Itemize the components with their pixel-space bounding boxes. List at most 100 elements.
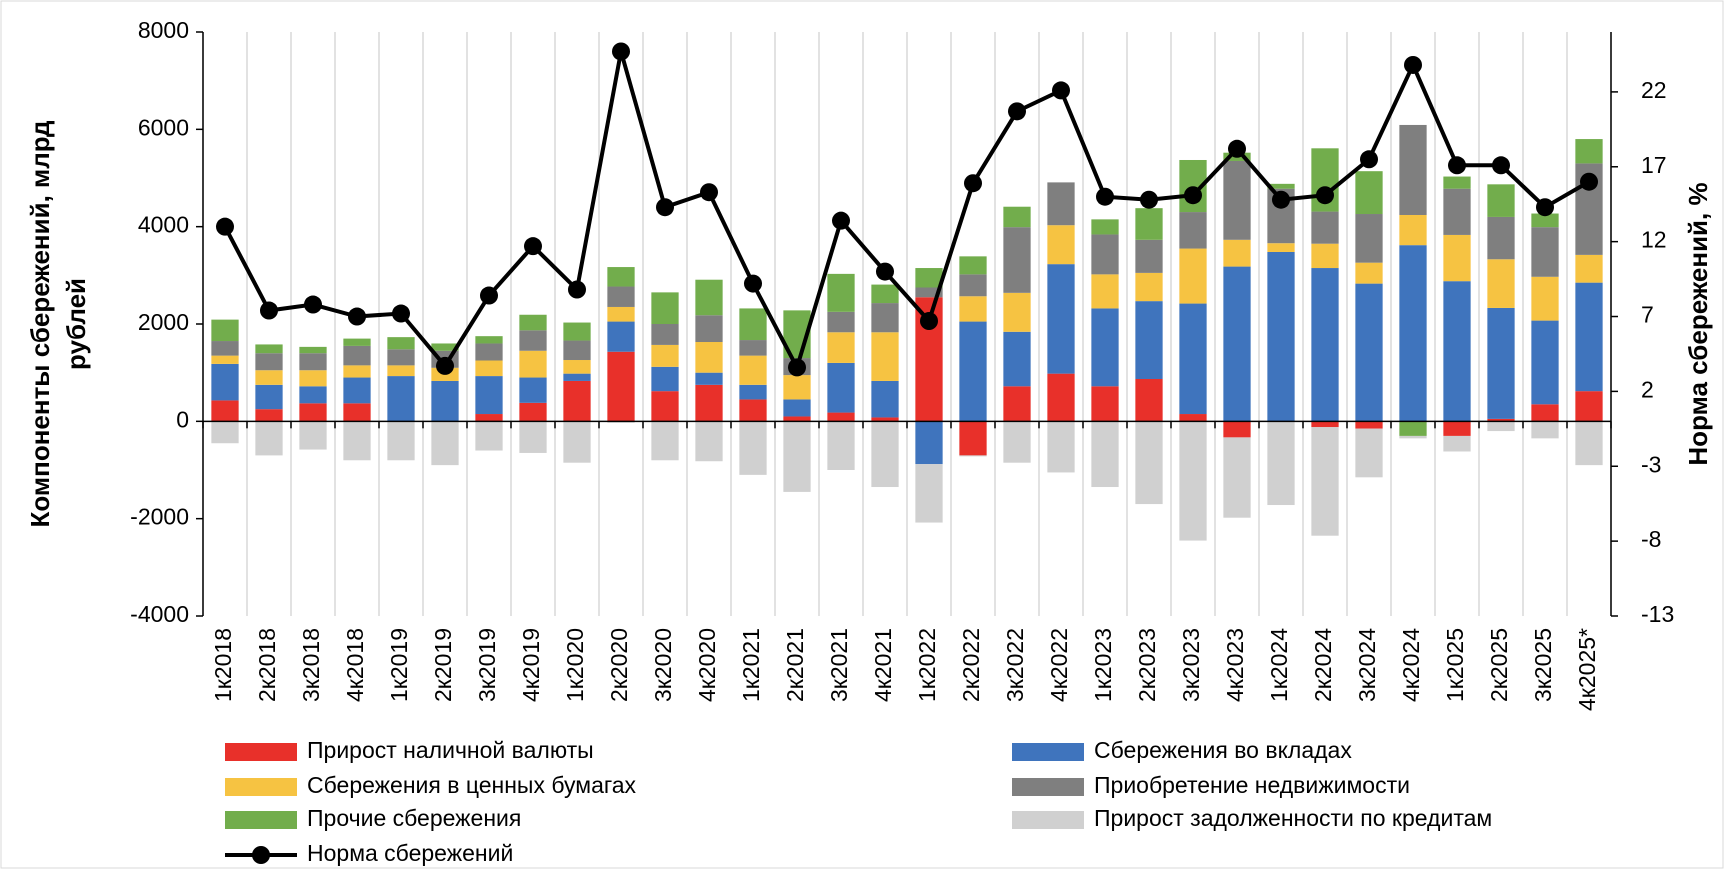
bar-segment [1091, 386, 1119, 422]
bar-segment [1399, 124, 1427, 215]
x-tick-label: 1к2020 [562, 628, 588, 702]
x-tick-label: 3к2022 [1002, 628, 1028, 702]
bar-segment [211, 319, 239, 342]
x-tick-label: 1к2021 [738, 628, 764, 702]
bar-segment [343, 365, 371, 378]
bar-segment [1179, 303, 1207, 415]
bar-segment [519, 330, 547, 351]
line-marker [260, 301, 278, 320]
bar-segment [1355, 262, 1383, 284]
x-tick-label: 1к2025 [1442, 628, 1468, 702]
line-marker [656, 198, 674, 217]
line-marker [612, 42, 630, 61]
bar-segment [871, 417, 899, 422]
bar-segment [739, 308, 767, 341]
bar-segment [1399, 421, 1427, 436]
bar-segment [959, 274, 987, 297]
y2-tick-label: -13 [1641, 601, 1674, 627]
bar-segment [563, 340, 591, 361]
bar-segment [783, 399, 811, 417]
y-tick-label: -4000 [130, 601, 189, 627]
bar-segment [651, 344, 679, 367]
y-tick-label: -2000 [130, 504, 189, 530]
x-tick-label: 3к2019 [474, 628, 500, 702]
bar-segment [1443, 281, 1471, 422]
bar-segment [1531, 421, 1559, 439]
bar-segment [1487, 184, 1515, 217]
bar-segment [1047, 421, 1075, 473]
line-marker [348, 307, 366, 326]
bar-segment [519, 350, 547, 378]
bar-segment [299, 346, 327, 354]
bar-segment [1443, 234, 1471, 282]
x-tick-label: 1к2019 [386, 628, 412, 702]
x-tick-label: 2к2022 [958, 628, 984, 702]
bar-segment [343, 421, 371, 461]
y-tick-label: 4000 [138, 212, 189, 238]
line-marker [1492, 156, 1510, 175]
bar-segment [871, 303, 899, 333]
x-tick-label: 4к2021 [870, 628, 896, 702]
bar-segment [1223, 437, 1251, 518]
bar-segment [783, 421, 811, 492]
bar-segment [1047, 264, 1075, 374]
bar-segment [519, 314, 547, 331]
bar-segment [1487, 307, 1515, 419]
bar-segment [1399, 245, 1427, 422]
bar-segment [387, 349, 415, 366]
x-tick-label: 2к2023 [1134, 628, 1160, 702]
y2-tick-label: -8 [1641, 526, 1661, 552]
bar-segment [607, 351, 635, 422]
bar-segment [827, 362, 855, 413]
bar-segment [563, 380, 591, 422]
bar-segment [211, 363, 239, 401]
legend-swatch [1012, 778, 1084, 796]
y-tick-label: 2000 [138, 309, 189, 335]
bar-segment [651, 391, 679, 422]
bar-segment [431, 343, 459, 351]
bar-segment [1443, 188, 1471, 235]
x-tick-label: 3к2018 [298, 628, 324, 702]
bar-segment [1311, 243, 1339, 269]
bar-segment [1135, 272, 1163, 302]
legend-label: Сбережения в ценных бумагах [307, 772, 637, 798]
bar-segment [1179, 248, 1207, 304]
line-marker [788, 358, 806, 377]
x-tick-label: 2к2024 [1310, 628, 1336, 702]
bar-segment [299, 403, 327, 422]
bar-segment [1267, 421, 1295, 506]
bar-segment [387, 365, 415, 377]
legend-label: Сбережения во вкладах [1094, 737, 1352, 763]
legend-swatch [225, 811, 297, 829]
bar-segment [1135, 239, 1163, 273]
bar-segment [871, 380, 899, 418]
line-marker [436, 356, 454, 375]
legend-swatch [225, 743, 297, 761]
bar-segment [783, 375, 811, 400]
bar-segment [1399, 435, 1427, 439]
bar-segment [1355, 283, 1383, 422]
bar-segment [1443, 176, 1471, 189]
bar-segment [1575, 254, 1603, 283]
x-tick-label: 2к2020 [606, 628, 632, 702]
bar-segment [1443, 421, 1471, 436]
bar-segment [1575, 421, 1603, 466]
x-tick-label: 3к2024 [1354, 628, 1380, 702]
bar-segment [1311, 268, 1339, 422]
bar-segment [563, 373, 591, 381]
x-tick-label: 2к2021 [782, 628, 808, 702]
bar-segment [1267, 251, 1295, 422]
bar-segment [1003, 331, 1031, 387]
bar-segment [827, 412, 855, 422]
bar-segment [255, 421, 283, 456]
line-marker [1360, 150, 1378, 169]
legend-label: Прирост задолженности по кредитам [1094, 805, 1492, 831]
bar-segment [1179, 414, 1207, 422]
bar-segment [1575, 391, 1603, 422]
x-tick-label: 4к2023 [1222, 628, 1248, 702]
bar-segment [343, 403, 371, 422]
bar-segment [695, 342, 723, 373]
bar-segment [959, 296, 987, 322]
bar-segment [431, 421, 459, 466]
